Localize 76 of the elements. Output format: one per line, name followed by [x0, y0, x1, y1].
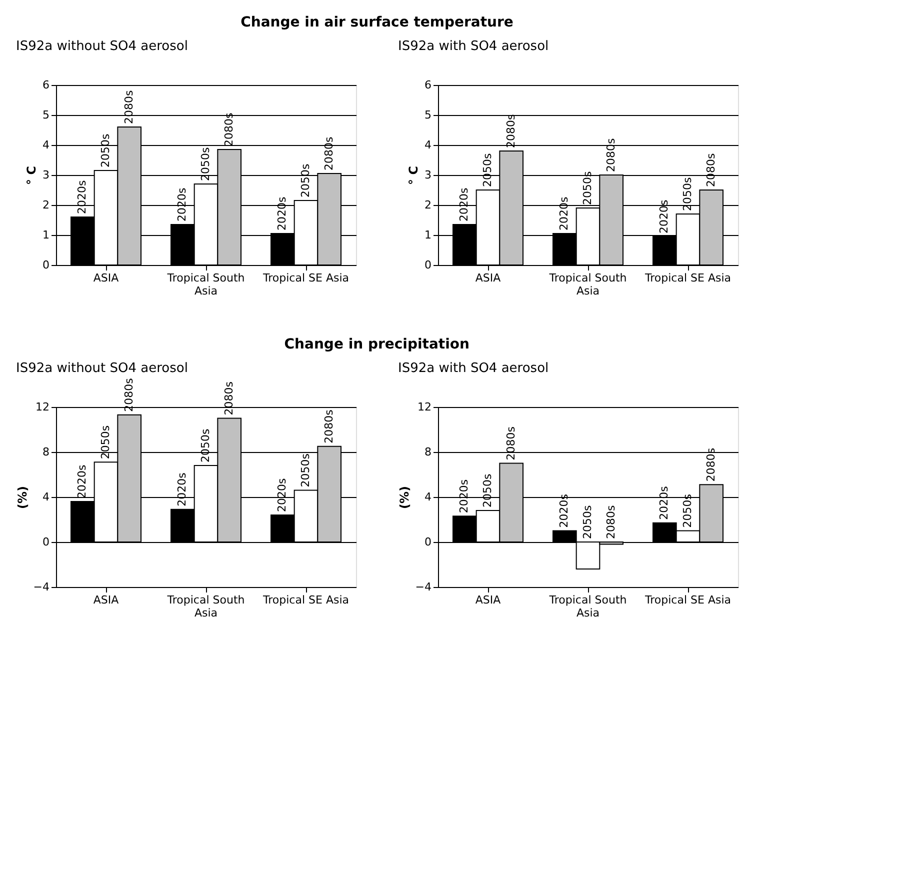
y-tick-label: 4 [42, 138, 50, 152]
text: 2050s [199, 428, 212, 462]
text: 2080s [322, 136, 336, 170]
y-tick-label: 12 [36, 400, 50, 414]
text: 2050s [199, 147, 212, 181]
x-tick-label: Tropical South Asia [548, 272, 627, 298]
y-tick-label: 3 [42, 168, 50, 182]
text: 2020s [76, 464, 89, 498]
y-tick-label: 0 [424, 258, 432, 272]
y-tick-label: 2 [424, 198, 432, 212]
x-tick-label: ASIA [93, 594, 120, 606]
y-tick-label: 0 [424, 536, 432, 548]
y-tick-label: 0 [42, 536, 50, 548]
text: 2050s [299, 454, 312, 488]
text: 2050s [581, 171, 594, 205]
text: 2020s [558, 494, 571, 528]
text: 2050s [99, 134, 112, 168]
y-axis-title: (%) [397, 486, 412, 509]
text: 2020s [276, 478, 289, 512]
text: 2050s [99, 425, 112, 460]
chart-subtitle: IS92a without SO4 aerosol [16, 39, 188, 54]
y-tick-label: 5 [424, 108, 432, 122]
y-axis-title: ° C [24, 166, 38, 185]
chart-title: Change in air surface temperature [240, 14, 514, 30]
text: 2020s [176, 188, 189, 222]
chart-title: Change in precipitation [284, 336, 470, 352]
text: 2050s [581, 505, 594, 539]
text: 2020s [458, 188, 471, 222]
x-tick-label: Tropical South Asia [166, 272, 245, 298]
text: 2050s [481, 474, 494, 508]
y-tick-label: 5 [42, 108, 50, 122]
x-tick-label: ASIA [475, 594, 502, 606]
x-tick-label: Tropical SE Asia [262, 594, 349, 606]
x-tick-label: Tropical South Asia [166, 594, 245, 620]
text: 2020s [458, 479, 471, 514]
x-tick-label: Tropical SE Asia [644, 272, 731, 284]
y-tick-label: −4 [33, 580, 50, 594]
text: 2020s [276, 196, 289, 230]
text: 2080s [222, 112, 236, 146]
text: 2080s [222, 382, 236, 416]
text: 2050s [681, 494, 694, 528]
text: 2080s [122, 378, 136, 412]
text: 2080s [504, 426, 518, 460]
y-tick-label: 4 [424, 490, 432, 504]
y-tick-label: 0 [42, 258, 50, 272]
y-tick-label: −4 [415, 580, 432, 594]
y-tick-label: 1 [42, 228, 50, 242]
y-tick-label: 6 [42, 78, 50, 92]
x-tick-label: Tropical South Asia [548, 594, 627, 620]
x-tick-label: Tropical SE Asia [262, 272, 349, 284]
x-tick-label: Tropical SE Asia [644, 594, 731, 606]
chart-subtitle: IS92a with SO4 aerosol [398, 39, 549, 54]
y-tick-label: 12 [418, 400, 432, 414]
text: 2020s [658, 200, 671, 234]
y-tick-label: 4 [42, 490, 50, 504]
text: 2050s [299, 164, 312, 198]
text: 2080s [322, 410, 336, 444]
chart-subtitle: IS92a with SO4 aerosol [398, 361, 549, 376]
y-tick-label: 8 [42, 446, 50, 458]
y-tick-label: 3 [424, 168, 432, 182]
y-axis-title: (%) [15, 486, 30, 509]
text: 2080s [704, 153, 718, 187]
text: 2050s [681, 177, 694, 211]
y-tick-label: 4 [424, 138, 432, 152]
chart-subtitle: IS92a without SO4 aerosol [16, 361, 188, 376]
text: 2080s [704, 448, 718, 482]
y-axis-title: ° C [406, 166, 420, 185]
y-tick-label: 1 [424, 228, 432, 242]
y-tick-label: 8 [424, 446, 432, 458]
x-tick-label: ASIA [93, 272, 120, 284]
text: 2080s [604, 505, 618, 539]
text: 2020s [558, 196, 571, 230]
y-tick-label: 6 [424, 78, 432, 92]
y-tick-label: 2 [42, 198, 50, 212]
x-tick-label: ASIA [475, 272, 502, 284]
text: 2050s [481, 153, 494, 187]
